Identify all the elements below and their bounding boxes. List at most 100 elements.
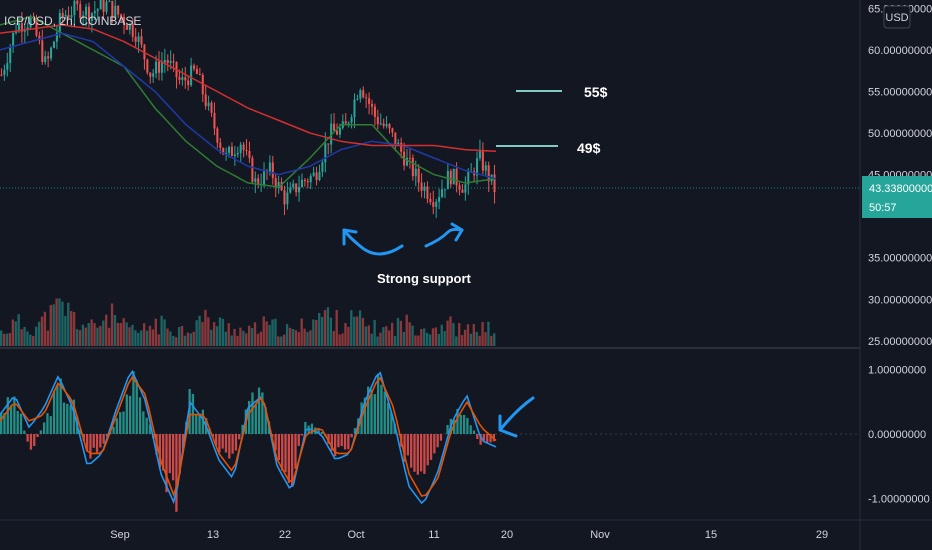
macd-histogram-bar — [195, 414, 198, 434]
candle-body — [330, 123, 333, 145]
volume-bar — [277, 336, 280, 346]
candle-body — [163, 60, 166, 63]
volume-bar — [370, 333, 373, 346]
volume-bar — [23, 326, 26, 346]
candle-body — [87, 6, 91, 21]
macd-histogram-bar — [115, 418, 119, 434]
volume-bar — [52, 304, 55, 346]
volume-bar — [227, 323, 230, 346]
volume-bar — [382, 327, 385, 346]
candle-body — [338, 127, 341, 135]
candle-body — [303, 179, 306, 182]
volume-bar — [230, 335, 233, 346]
volume-bar — [64, 315, 67, 346]
candle-body — [277, 181, 280, 188]
candle-body — [368, 98, 371, 104]
macd-histogram-bar — [6, 397, 9, 434]
price-axis-tick: 60.00000000 — [868, 45, 932, 57]
candle-body — [3, 69, 6, 75]
volume-bar — [169, 331, 172, 346]
volume-bar — [49, 305, 52, 346]
volume-bar — [26, 331, 29, 346]
candle-body — [327, 143, 330, 145]
volume-bar — [142, 323, 146, 346]
candle-body — [373, 106, 376, 117]
currency-button[interactable] — [883, 5, 911, 29]
macd-histogram-bar — [251, 392, 254, 434]
macd-histogram-bar — [281, 434, 284, 471]
candle-body — [391, 128, 394, 133]
candle-body — [359, 90, 362, 99]
macd-histogram-bar — [128, 395, 132, 434]
macd-histogram-bar — [122, 411, 125, 434]
candle-body — [309, 175, 312, 183]
volume-bar — [119, 323, 122, 346]
macd-histogram-bar — [102, 434, 105, 444]
macd-histogram-bar — [380, 384, 383, 434]
macd-histogram-bar — [142, 411, 145, 434]
candle-body — [44, 56, 47, 63]
candle-body — [216, 128, 219, 143]
candle-body — [236, 152, 239, 155]
macd-histogram-bar — [297, 434, 300, 446]
candle-body — [79, 4, 82, 19]
candle-body — [50, 47, 53, 59]
volume-bar — [353, 316, 356, 346]
candle-body — [481, 150, 484, 171]
candle-body — [315, 172, 318, 181]
macd-histogram-bar — [466, 417, 469, 434]
volume-bar — [283, 334, 286, 346]
volume-bar — [172, 336, 175, 346]
volume-bar — [358, 310, 362, 346]
candle-body — [9, 47, 12, 64]
volume-bar — [99, 325, 102, 346]
candle-body — [70, 15, 73, 18]
volume-bar — [265, 321, 268, 346]
macd-histogram-bar — [171, 434, 175, 481]
macd-histogram-bar — [333, 434, 337, 457]
candle-body — [0, 74, 3, 76]
macd-histogram-bar — [135, 380, 138, 434]
time-axis-tick: Oct — [347, 529, 364, 541]
candle-body — [35, 18, 38, 36]
volume-bar — [105, 314, 108, 346]
macd-histogram-bar — [383, 391, 386, 434]
candle-body — [239, 144, 242, 153]
macd-histogram-bar — [231, 434, 234, 454]
macd-histogram-bar — [218, 434, 221, 453]
candle-body — [400, 142, 403, 152]
volume-bar — [107, 327, 111, 346]
volume-bar — [84, 327, 87, 346]
macd-histogram-bar — [446, 424, 449, 434]
macd-histogram-bar — [406, 434, 410, 456]
volume-bar — [242, 330, 245, 346]
macd-histogram-bar — [403, 434, 406, 462]
macd-histogram-bar — [145, 417, 148, 434]
macd-histogram-bar — [0, 413, 3, 434]
candle-body — [96, 9, 99, 12]
candle-body — [125, 24, 128, 30]
macd-axis-tick: 1.00000000 — [868, 364, 926, 376]
volume-bar — [408, 322, 411, 346]
volume-bar — [20, 329, 23, 346]
candle-body — [128, 24, 131, 30]
volume-bar — [113, 314, 117, 346]
candle-body — [356, 98, 359, 100]
candle-body — [388, 124, 391, 129]
candle-body — [245, 150, 248, 152]
macd-histogram-bar — [416, 434, 419, 475]
candle-body — [122, 16, 126, 25]
candle-body — [140, 36, 143, 45]
macd-histogram-bar — [330, 434, 333, 451]
macd-histogram-bar — [3, 412, 6, 434]
macd-histogram-bar — [13, 396, 16, 434]
candle-body — [432, 202, 435, 207]
candle-body — [295, 183, 298, 193]
macd-arrow — [498, 396, 535, 438]
volume-bar — [145, 330, 149, 346]
volume-bar — [14, 321, 17, 346]
volume-bar — [420, 329, 423, 346]
volume-bar — [449, 316, 452, 346]
volume-bar — [163, 319, 166, 346]
